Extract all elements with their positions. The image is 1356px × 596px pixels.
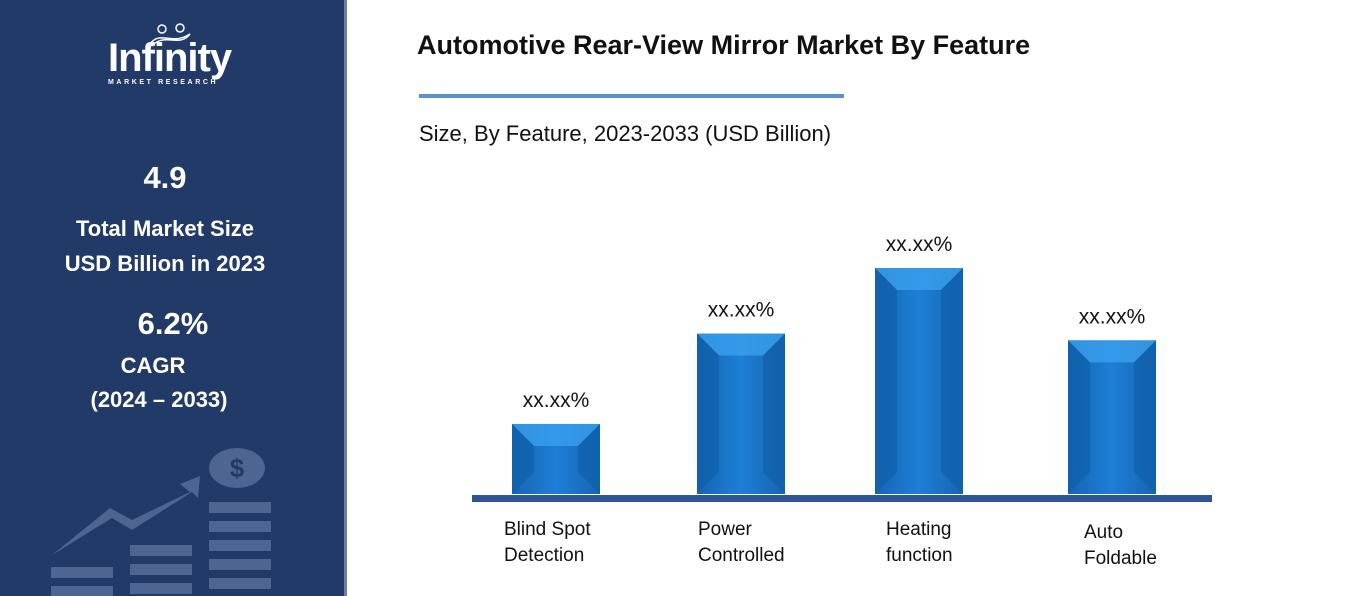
x-axis-line — [472, 495, 1212, 502]
data-label: xx.xx% — [1079, 305, 1146, 328]
bar — [1068, 340, 1156, 494]
bar — [512, 423, 600, 494]
title-divider — [419, 94, 844, 98]
market-size-label: Total Market Size — [75, 216, 255, 241]
cagr-label: CAGR — [120, 353, 186, 378]
category-label: Power — [698, 519, 753, 540]
chart-title: Automotive Rear-View Mirror Market By Fe… — [417, 30, 1031, 60]
logo-figures-icon — [149, 23, 191, 47]
category-label: Auto — [1084, 522, 1123, 543]
market-size-value: 4.9 — [143, 160, 187, 195]
bar — [875, 268, 963, 494]
chart-subtitle: Size, By Feature, 2023-2033 (USD Billion… — [419, 121, 832, 146]
category-label: Blind Spot — [504, 519, 591, 540]
category-label: Foldable — [1084, 548, 1157, 569]
infinity-logo: Infinity MARKET RESEARCH — [100, 22, 250, 92]
cagr-period: (2024 – 2033) — [90, 387, 228, 412]
data-label: xx.xx% — [708, 299, 775, 322]
category-label: Heating — [886, 519, 952, 540]
data-label: xx.xx% — [523, 389, 590, 412]
market-size-unit: USD Billion in 2023 — [64, 251, 266, 276]
svg-text:$: $ — [230, 453, 245, 483]
category-label: Detection — [504, 545, 584, 566]
category-label: Controlled — [698, 545, 785, 566]
summary-sidebar: Infinity MARKET RESEARCH 4.9 Total Marke… — [0, 0, 347, 596]
data-label: xx.xx% — [886, 233, 953, 256]
growth-chart-icon: $ — [51, 448, 271, 596]
category-label: function — [886, 545, 953, 566]
cagr-value: 6.2% — [137, 306, 209, 341]
bar — [697, 333, 785, 494]
